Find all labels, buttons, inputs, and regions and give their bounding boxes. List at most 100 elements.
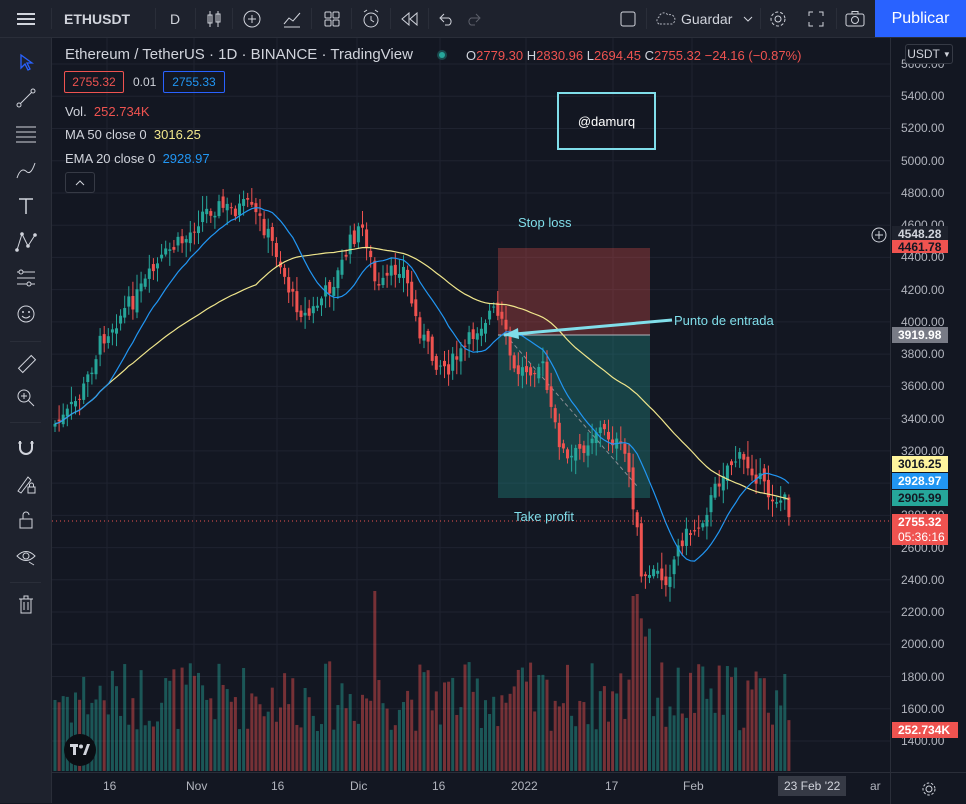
alarm-icon[interactable] — [357, 0, 385, 37]
price-label: 1800.00 — [901, 669, 945, 684]
fullscreen-box-icon[interactable] — [614, 0, 642, 37]
time-axis[interactable]: 16 Nov 16 Dic 16 2022 17 Feb ar 23 Feb '… — [52, 772, 890, 804]
price-chart[interactable] — [52, 38, 890, 772]
chevron-down-icon[interactable] — [738, 0, 758, 37]
time-label: 16 — [271, 779, 285, 793]
redo-icon[interactable] — [460, 0, 488, 37]
replay-icon[interactable] — [396, 0, 424, 37]
candle-body — [168, 249, 172, 251]
buy-button[interactable]: 2755.33 — [163, 71, 225, 93]
sell-button[interactable]: 2755.32 — [64, 71, 124, 93]
volume-bar — [463, 664, 467, 771]
stop-price-tag: 4461.78 — [892, 240, 948, 254]
volume-bar — [209, 698, 213, 771]
volume-bar — [135, 729, 139, 771]
volume-bar — [139, 670, 143, 771]
candle-body — [151, 264, 155, 272]
trash-icon[interactable] — [0, 587, 51, 623]
candle-body — [549, 386, 553, 407]
candles-icon[interactable] — [200, 0, 228, 37]
candle-body — [164, 248, 168, 255]
volume-bar — [336, 705, 340, 771]
fib-retracement-icon[interactable] — [0, 116, 51, 152]
volume-bar — [689, 672, 692, 771]
add-price-alert-icon[interactable] — [871, 227, 887, 243]
candle-body — [652, 569, 656, 577]
currency-select[interactable]: USDT ▼ — [905, 44, 953, 64]
gear-icon[interactable] — [764, 0, 792, 37]
publish-button[interactable]: Publicar — [875, 0, 966, 37]
collapse-legend-icon[interactable] — [65, 172, 95, 193]
candle-body — [389, 265, 393, 276]
magnet-icon[interactable] — [0, 430, 51, 466]
trend-line-icon[interactable] — [0, 80, 51, 116]
ruler-icon[interactable] — [0, 346, 51, 382]
volume-bar — [639, 618, 643, 771]
volume-bar — [369, 700, 373, 771]
volume-bar — [434, 691, 438, 771]
candle-body — [762, 468, 766, 482]
indicators-plus-icon[interactable] — [238, 0, 266, 37]
symbol-search[interactable]: ETHUSDT — [64, 10, 131, 27]
volume-tag: 252.734K — [892, 722, 958, 738]
undo-icon[interactable] — [432, 0, 460, 37]
ema-legend: EMA 20 close 0 2928.97 — [65, 151, 210, 166]
emoji-icon[interactable] — [0, 296, 51, 332]
chart-type-icon[interactable] — [278, 0, 306, 37]
tradingview-logo-icon[interactable] — [64, 734, 96, 766]
save-button[interactable]: Guardar — [681, 10, 733, 27]
layout-grid-icon[interactable] — [318, 0, 346, 37]
volume-bar — [389, 729, 393, 771]
volume-legend: Vol. 252.734K — [65, 104, 150, 119]
eye-icon[interactable] — [0, 538, 51, 574]
candle-body — [213, 215, 217, 218]
candle-body — [566, 449, 569, 459]
volume-bar — [438, 724, 442, 771]
price-label: 3800.00 — [901, 347, 945, 362]
candle-body — [131, 295, 135, 310]
text-tool-icon[interactable] — [0, 188, 51, 224]
candle-body — [717, 483, 721, 487]
volume-bar — [648, 628, 651, 771]
interval-button[interactable]: D — [169, 10, 181, 27]
volume-bar — [594, 729, 598, 771]
candle-body — [156, 263, 159, 269]
candle-body — [320, 298, 323, 306]
chart-pane[interactable]: Ethereum / TetherUS · 1D · BINANCE · Tra… — [52, 38, 966, 803]
volume-bar — [315, 730, 319, 771]
price-label: 2400.00 — [901, 572, 945, 587]
candle-body — [488, 310, 492, 320]
volume-bar — [705, 698, 709, 771]
candle-body — [475, 333, 479, 340]
menu-icon[interactable] — [0, 0, 51, 37]
candle-body — [377, 284, 381, 286]
volume-bar — [233, 697, 237, 771]
axis-settings[interactable] — [890, 772, 966, 804]
cursor-icon[interactable] — [0, 44, 51, 80]
zoom-in-icon[interactable] — [0, 380, 51, 416]
spread: 0.01 — [133, 75, 157, 89]
pattern-icon[interactable] — [0, 224, 51, 260]
volume-bar — [213, 719, 217, 771]
candle-body — [783, 494, 787, 500]
price-axis[interactable]: 5600.005400.005200.005000.004800.004600.… — [890, 38, 966, 772]
volume-bar — [762, 678, 766, 771]
unlock-icon[interactable] — [0, 502, 51, 538]
candle-body — [78, 398, 82, 400]
volume-bar — [504, 702, 508, 771]
candle-body — [127, 296, 131, 307]
volume-bar — [443, 682, 446, 771]
entry-arrow — [503, 318, 673, 337]
camera-icon[interactable] — [841, 0, 869, 37]
candle-body — [779, 500, 783, 503]
volume-bar — [115, 686, 118, 771]
lock-drawing-icon[interactable] — [0, 466, 51, 502]
prediction-icon[interactable] — [0, 260, 51, 296]
volume-bar — [496, 726, 500, 771]
entry-label: Punto de entrada — [674, 313, 774, 328]
candle-body — [393, 264, 397, 275]
candle-body — [192, 231, 196, 233]
fullscreen-icon[interactable] — [802, 0, 830, 37]
brush-icon[interactable] — [0, 152, 51, 188]
volume-bar — [307, 697, 311, 771]
